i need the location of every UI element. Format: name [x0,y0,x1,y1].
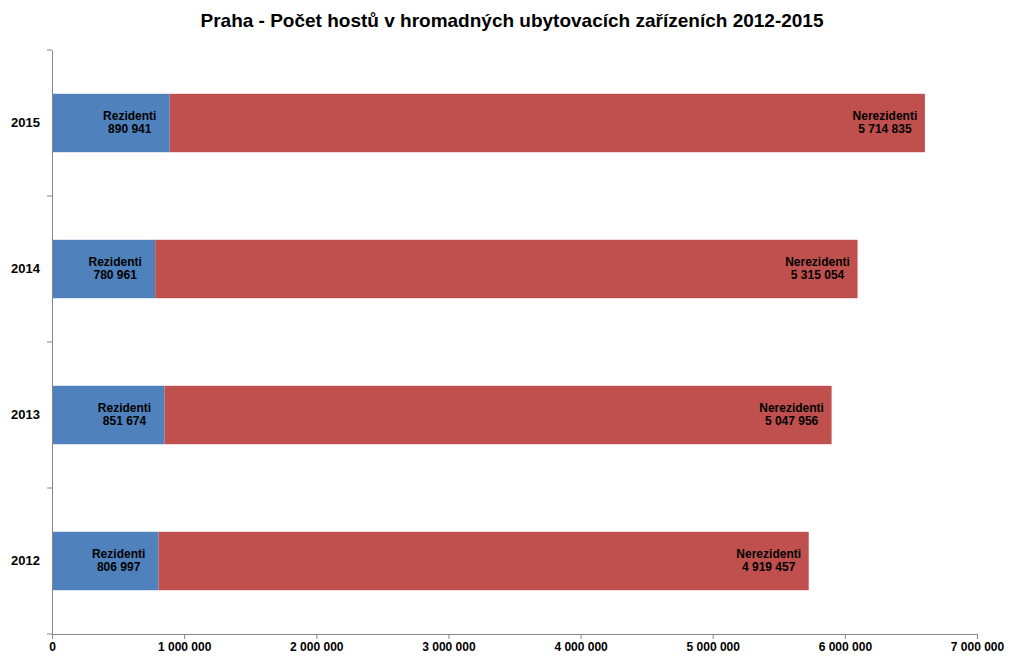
x-tick-mark [184,634,185,639]
data-label: Rezidenti806 997 [92,547,145,574]
data-label-value: 5 714 835 [858,122,912,136]
bars [52,94,925,590]
bar [170,94,925,152]
bar [165,386,832,444]
data-label: Nerezidenti5 315 054 [785,255,850,282]
x-tick-mark [977,634,978,639]
y-separator [47,342,52,343]
data-label-value: 780 961 [94,268,138,282]
y-tick-label: 2012 [11,553,40,568]
x-tick: 2 000 000 [290,634,344,654]
x-tick-mark [581,634,582,639]
data-label-value: 851 674 [103,414,147,428]
data-labels: Rezidenti806 997Nerezidenti4 919 457Rezi… [89,109,918,574]
data-label-value: 806 997 [97,560,141,574]
bar [155,240,857,298]
x-tick-mark [845,634,846,639]
x-tick: 7 000 000 [951,634,1005,654]
data-label-value: 5 315 054 [791,268,845,282]
data-label-value: 4 919 457 [742,560,796,574]
data-label: Nerezidenti4 919 457 [736,547,801,574]
data-label-series: Rezidenti [98,401,151,415]
x-tick-label: 3 000 000 [422,640,476,654]
data-label: Rezidenti780 961 [89,255,142,282]
data-label-series: Nerezidenti [785,255,850,269]
x-axis-line [53,635,978,640]
bar [52,532,159,590]
x-tick: 5 000 000 [687,634,741,654]
y-separators [47,50,52,634]
x-tick-label: 4 000 000 [554,640,608,654]
y-tick: 2013 [11,407,40,422]
data-label-series: Nerezidenti [759,401,824,415]
y-separator [47,196,52,197]
x-tick-mark [448,634,449,639]
x-tick-label: 7 000 000 [951,640,1005,654]
x-tick: 4 000 000 [554,634,608,654]
y-axis: 2012 2013 2014 2015 [11,51,52,635]
data-label: Nerezidenti5 047 956 [759,401,824,428]
data-label: Rezidenti890 941 [103,109,156,136]
data-label-value: 890 941 [108,122,152,136]
data-label: Rezidenti851 674 [98,401,151,428]
y-separator [47,50,52,51]
x-tick-label: 6 000 000 [819,640,873,654]
bar [52,386,165,444]
x-tick-mark [52,634,53,639]
data-label-series: Nerezidenti [736,547,801,561]
x-tick: 1 000 000 [158,634,212,654]
x-tick: 3 000 000 [422,634,476,654]
chart: Praha - Počet hostů v hromadných ubytova… [0,0,1024,667]
bar [159,532,809,590]
x-tick-mark [316,634,317,639]
data-label-series: Rezidenti [92,547,145,561]
y-separator [47,488,52,489]
x-tick-label: 2 000 000 [290,640,344,654]
x-tick: 6 000 000 [819,634,873,654]
y-tick: 2015 [11,115,40,130]
x-tick: 0 [49,634,56,654]
y-tick: 2014 [11,261,41,276]
x-tick-label: 1 000 000 [158,640,212,654]
y-tick-label: 2014 [11,261,41,276]
x-tick-label: 5 000 000 [687,640,741,654]
data-label-series: Rezidenti [103,109,156,123]
title: Praha - Počet hostů v hromadných ubytova… [201,10,824,31]
y-tick-label: 2015 [11,115,40,130]
x-tick-label: 0 [49,640,56,654]
x-axis: 0 1 000 000 2 000 000 3 000 000 4 000 000 5 0… [49,634,1004,654]
y-separator [47,634,52,635]
data-label-value: 5 047 956 [765,414,819,428]
y-tick-label: 2013 [11,407,40,422]
data-label-series: Nerezidenti [853,109,918,123]
data-label: Nerezidenti5 714 835 [853,109,918,136]
y-axis-line [52,51,53,635]
bar [52,94,170,152]
bar [52,240,155,298]
x-tick-mark [713,634,714,639]
data-label-series: Rezidenti [89,255,142,269]
y-tick: 2012 [11,553,40,568]
